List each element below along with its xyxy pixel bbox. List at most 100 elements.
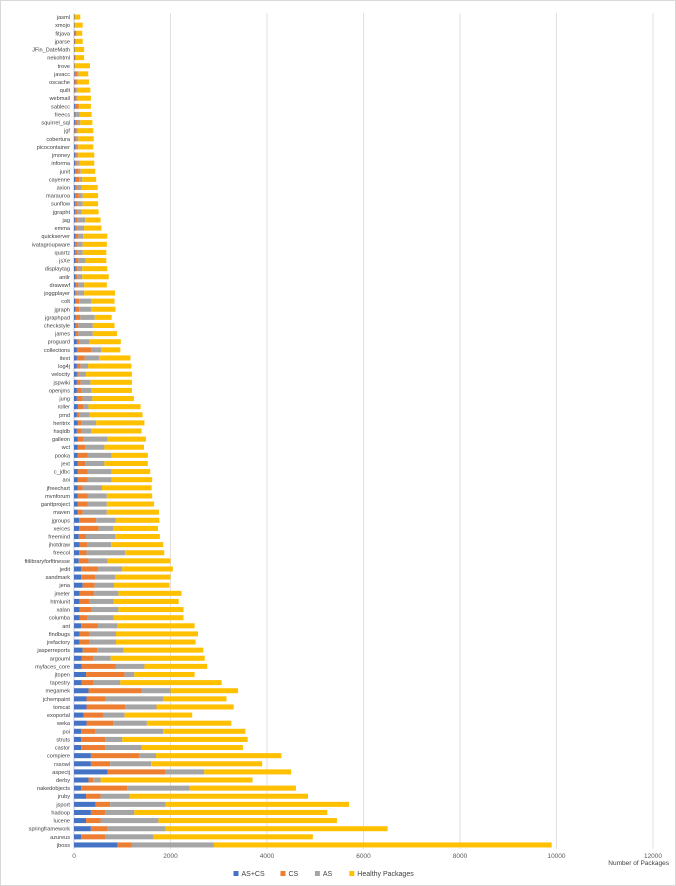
bar-cs-jruby xyxy=(86,793,101,799)
bar-as-cs-castor xyxy=(74,745,82,751)
bar-healthy-packages-jspwiki xyxy=(90,379,132,385)
bar-healthy-packages-aoi xyxy=(111,477,153,483)
bar-healthy-packages-displaytag xyxy=(82,266,108,272)
bar-cs-galleon xyxy=(77,436,84,442)
bar-as-cs-proguard xyxy=(74,339,77,345)
bar-healthy-packages-hsqldb xyxy=(91,428,142,434)
bar-as-tomcat xyxy=(125,704,157,710)
bar-cs-marauroa xyxy=(74,193,79,199)
bar-cs-megamek xyxy=(88,688,142,694)
bar-as-cs-marauroa xyxy=(74,193,75,199)
bar-as-pooka xyxy=(87,452,112,458)
bar-as-itext xyxy=(84,355,100,361)
bar-as-cs-displaytag xyxy=(74,266,76,272)
category-label: tapestry xyxy=(50,681,70,687)
bar-as-cs-joggplayer xyxy=(74,290,75,296)
bar-as-cs-javacc xyxy=(74,71,75,77)
category-label: pmd xyxy=(59,413,70,419)
bar-as-hadoop xyxy=(105,809,135,815)
legend-label: AS+CS xyxy=(242,871,265,878)
bar-as-cs-weka xyxy=(74,720,87,726)
bar-as-nakedobjects xyxy=(127,785,190,791)
bar-as-jruby xyxy=(100,793,130,799)
bar-cs-jung xyxy=(76,396,83,402)
bar-cs-argouml xyxy=(81,655,94,661)
bar-healthy-packages-nekohtml xyxy=(75,55,85,61)
bar-healthy-packages-jhotdraw xyxy=(111,542,164,548)
category-label: galleon xyxy=(52,437,70,443)
bar-healthy-packages-antlr xyxy=(82,274,109,280)
bar-cs-c-jdbc xyxy=(77,469,88,475)
bar-healthy-packages-jboss xyxy=(213,842,552,848)
category-label: nakedobjects xyxy=(37,786,70,792)
bar-healthy-packages-columba xyxy=(113,615,184,621)
bar-as-cs-jrefactory xyxy=(74,639,80,645)
bar-as-squirrel-sql xyxy=(77,120,81,126)
bar-healthy-packages-derby xyxy=(100,777,253,783)
bar-as-megamek xyxy=(141,688,171,694)
category-label: picocontainer xyxy=(37,145,70,151)
bar-cs-maven xyxy=(77,509,83,515)
bar-healthy-packages-rssowl xyxy=(151,761,263,767)
bar-healthy-packages-jasperreports xyxy=(123,647,204,653)
category-label: jung xyxy=(58,397,70,403)
bar-as-cs-fitlibraryforfitnesse xyxy=(74,558,79,564)
bar-healthy-packages-weka xyxy=(146,720,232,726)
bar-healthy-packages-exoportal xyxy=(124,712,193,718)
category-label: jruby xyxy=(57,794,70,800)
bar-as-cs-maven xyxy=(74,509,78,515)
bar-as-cs-springframework xyxy=(74,826,91,832)
bar-as-cs-poi xyxy=(74,728,82,734)
bar-healthy-packages-pooka xyxy=(111,452,148,458)
bar-healthy-packages-picocontainer xyxy=(78,144,94,150)
bar-healthy-packages-jedit xyxy=(122,566,173,572)
bar-healthy-packages-jung xyxy=(92,396,134,402)
category-label: springframework xyxy=(29,827,71,833)
legend-swatch xyxy=(233,871,239,876)
category-label: aoi xyxy=(63,478,70,484)
bar-as-cs-htmlunit xyxy=(74,598,80,604)
category-label: poi xyxy=(63,729,70,735)
bar-cs-junit xyxy=(74,168,79,174)
bar-as-myfaces-core xyxy=(115,663,145,669)
bar-as-joggplayer xyxy=(76,290,85,296)
category-label: jgrapht xyxy=(52,210,71,216)
category-label: jgraphpad xyxy=(44,315,70,321)
bar-cs-joggplayer xyxy=(74,290,77,296)
bar-healthy-packages-jena xyxy=(114,582,170,588)
bar-cs-jmeter xyxy=(79,590,95,596)
bar-cs-ant xyxy=(81,623,99,629)
bar-as-cs-xerces xyxy=(74,525,80,531)
bar-healthy-packages-informa xyxy=(79,160,95,166)
bar-as-cs-jgroups xyxy=(74,517,80,523)
bar-as-cs-sandmark xyxy=(74,574,82,580)
bar-as-jspwiki xyxy=(80,379,91,385)
bar-healthy-packages-maven xyxy=(106,509,159,515)
bar-as-castor xyxy=(105,745,142,751)
bar-as-cs-pmd xyxy=(74,412,77,418)
bar-as-cs-ivatagroupware xyxy=(74,241,75,247)
bar-as-cs-wct xyxy=(74,444,78,450)
bar-cs-myfaces-core xyxy=(81,663,116,669)
bar-healthy-packages-javacc xyxy=(78,71,89,77)
bar-healthy-packages-wct xyxy=(104,444,144,450)
bar-as-cs-jtopen xyxy=(74,671,87,678)
bar-as-cs-itext xyxy=(74,355,77,361)
bar-as-cs-columba xyxy=(74,615,80,621)
bar-as-azureus xyxy=(105,834,154,840)
bar-cs-log4j xyxy=(76,363,81,369)
bar-as-cs-rssowl xyxy=(74,761,91,767)
category-label: exoportal xyxy=(47,713,70,719)
category-label: jboss xyxy=(56,843,70,849)
bar-as-cs-mvnforum xyxy=(74,493,78,499)
category-label: proguard xyxy=(48,340,70,346)
bar-healthy-packages-aspectj xyxy=(204,769,292,775)
bar-as-cs-jgrapht xyxy=(74,209,75,215)
category-label: emma xyxy=(54,226,70,232)
bar-healthy-packages-log4j xyxy=(87,363,132,369)
bar-healthy-packages-colt xyxy=(91,298,115,304)
legend-label: Healthy Packages xyxy=(357,871,414,878)
bar-as-cs-velocity xyxy=(74,371,77,377)
bar-healthy-packages-freemind xyxy=(115,533,160,540)
